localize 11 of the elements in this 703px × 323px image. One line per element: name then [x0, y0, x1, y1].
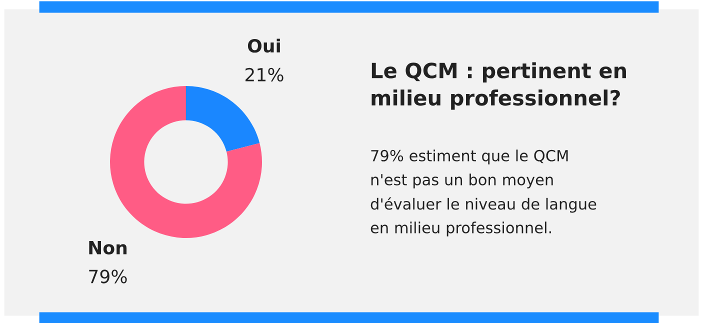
- data-label: 79%: [89, 270, 127, 284]
- text: n'est pas un bon moyen: [371, 174, 553, 188]
- donut-slice: [110, 86, 262, 238]
- text: Le QCM : pertinent en milieu professionnel?: [372, 62, 626, 110]
- text: 79% estiment que le QCM: [371, 150, 568, 164]
- data-label: 21%: [246, 68, 284, 82]
- text: d'évaluer le niveau de langue: [370, 197, 596, 213]
- donut-slice: [186, 86, 260, 152]
- text: en milieu professionnel.: [370, 222, 551, 236]
- slice-label: Oui: [248, 38, 280, 53]
- slice-label: Non: [89, 241, 127, 254]
